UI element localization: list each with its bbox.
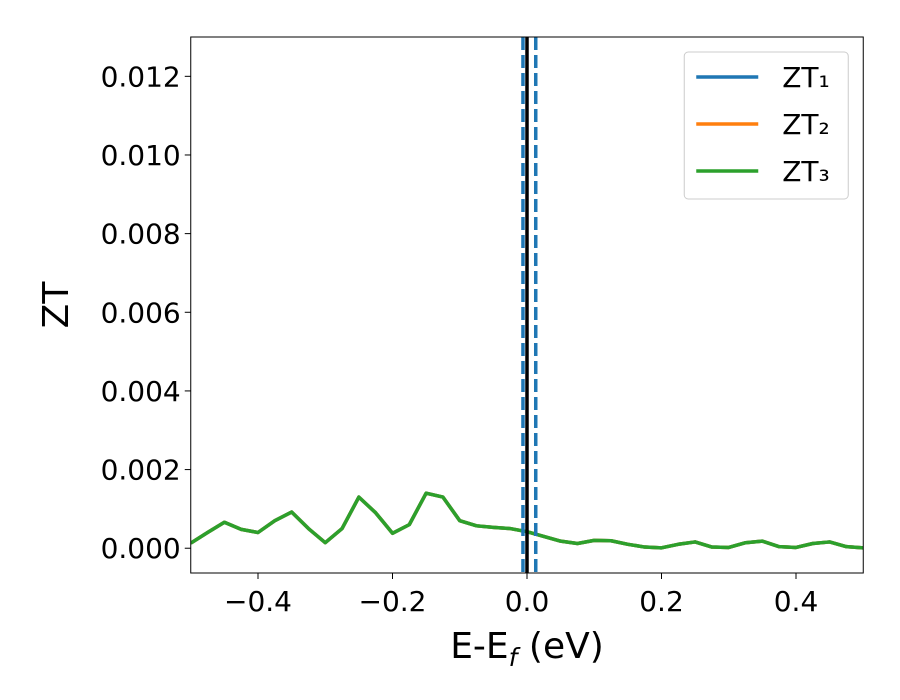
x-tick-label: 0.2	[639, 585, 684, 618]
legend-label: ZT₂	[782, 108, 830, 141]
y-tick-label: 0.010	[101, 139, 181, 172]
x-tick-label: 0.0	[505, 585, 550, 618]
x-axis-label-part: (eV)	[517, 626, 603, 667]
x-tick-label: −0.2	[359, 585, 427, 618]
y-tick-label: 0.000	[101, 532, 181, 565]
legend-label: ZT₃	[782, 155, 830, 188]
legend-label: ZT₁	[782, 61, 830, 94]
y-tick-label: 0.012	[101, 60, 181, 93]
y-tick-label: 0.004	[101, 375, 181, 408]
x-tick-label: −0.4	[224, 585, 292, 618]
y-axis-label: ZT	[36, 281, 77, 329]
legend-box	[683, 51, 849, 200]
y-tick-label: 0.006	[101, 296, 181, 329]
x-axis-label-part: E-E	[450, 626, 508, 667]
plot-frame	[190, 36, 864, 574]
x-tick-label: 0.4	[774, 585, 819, 618]
x-axis-label: E-Ef (eV)	[450, 626, 604, 672]
y-tick-label: 0.008	[101, 218, 181, 251]
y-tick-label: 0.002	[101, 454, 181, 487]
